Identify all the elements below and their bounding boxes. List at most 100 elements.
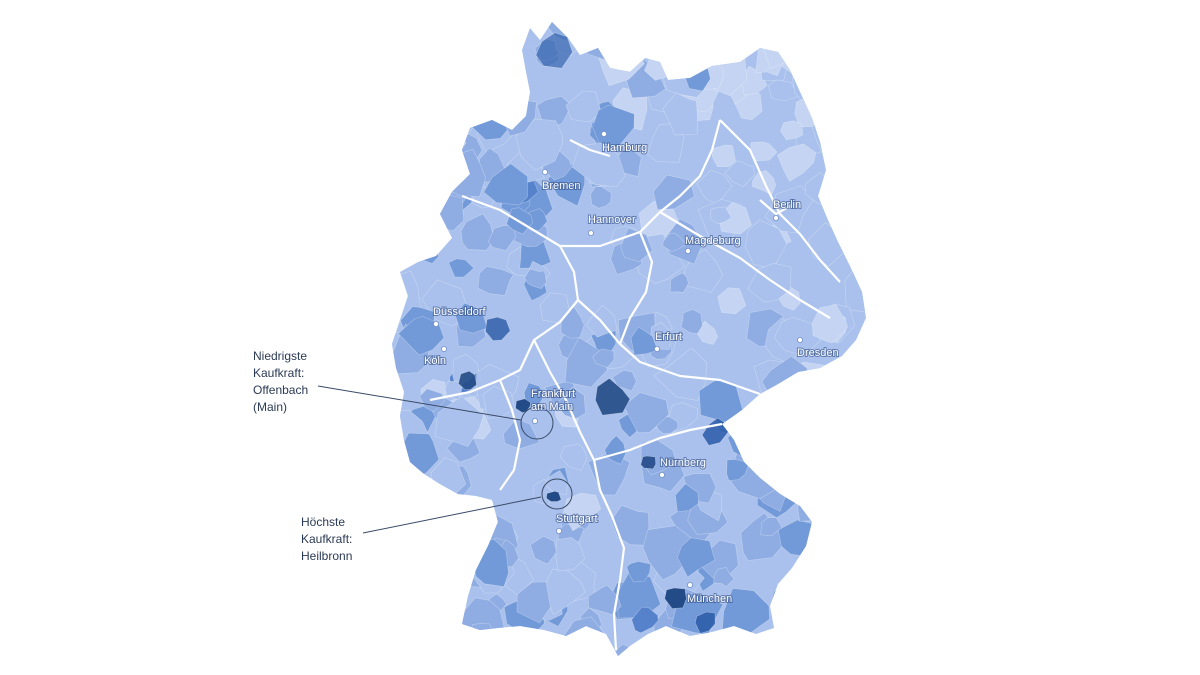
district-region bbox=[426, 134, 450, 157]
city-dot-muenchen bbox=[687, 582, 694, 589]
district-region bbox=[392, 91, 402, 118]
district-region bbox=[555, 386, 586, 420]
annotation-highest-line-3: Heilbronn bbox=[301, 549, 353, 563]
district-region-dark bbox=[664, 587, 687, 609]
district-region bbox=[652, 174, 695, 210]
district-region bbox=[395, 82, 433, 114]
annotation-leader-line-highest bbox=[362, 496, 542, 534]
district-region bbox=[664, 218, 704, 265]
district-region bbox=[410, 144, 448, 184]
city-label-bremen: Bremen bbox=[542, 180, 581, 192]
city-label-hamburg: Hamburg bbox=[602, 142, 647, 154]
district-region bbox=[662, 92, 698, 136]
district-region bbox=[392, 38, 431, 77]
city-erfurt: Erfurt bbox=[654, 330, 683, 352]
city-magdeburg: Magdeburg bbox=[684, 234, 742, 254]
city-frankfurt: Frankfurt am Main bbox=[530, 387, 576, 424]
district-region bbox=[423, 28, 449, 52]
district-region bbox=[833, 160, 866, 198]
district-region bbox=[828, 628, 849, 650]
district-region bbox=[760, 517, 783, 537]
city-berlin: Berlin bbox=[772, 198, 802, 221]
district-region bbox=[392, 207, 407, 235]
district-region bbox=[454, 302, 488, 334]
district-region bbox=[837, 560, 866, 595]
district-region bbox=[392, 163, 421, 206]
city-label-berlin: Berlin bbox=[773, 199, 801, 211]
annotation-highest-purchasing-power: Höchste Kaufkraft: Heilbronn bbox=[301, 514, 352, 565]
district-region bbox=[523, 382, 544, 408]
district-region bbox=[780, 120, 804, 141]
district-region bbox=[424, 591, 462, 633]
district-region bbox=[842, 360, 866, 390]
city-dot-stuttgart bbox=[556, 528, 563, 535]
district-region bbox=[448, 630, 471, 653]
district-region bbox=[675, 483, 699, 513]
annotation-lowest-line-1: Niedrigste bbox=[253, 349, 308, 363]
city-label-stuttgart: Stuttgart bbox=[556, 513, 598, 525]
district-region-dark bbox=[458, 370, 477, 390]
district-region bbox=[392, 79, 427, 125]
district-region bbox=[780, 632, 824, 656]
district-region bbox=[836, 122, 862, 142]
district-region bbox=[759, 424, 785, 456]
district-region bbox=[440, 587, 463, 612]
district-region bbox=[830, 153, 864, 187]
city-duesseldorf: Düsseldorf bbox=[432, 305, 488, 327]
city-nuernberg: Nürnberg bbox=[659, 456, 707, 478]
district-region bbox=[814, 22, 845, 47]
district-region bbox=[661, 24, 700, 58]
city-label-nuernberg: Nürnberg bbox=[660, 457, 706, 469]
district-region bbox=[559, 443, 588, 471]
district-region bbox=[814, 540, 859, 590]
district-region bbox=[695, 44, 714, 66]
city-label-frankfurt: Frankfurt am Main bbox=[531, 388, 575, 413]
district-region bbox=[750, 398, 777, 423]
district-region bbox=[689, 22, 726, 35]
annotation-highest-line-1: Höchste bbox=[301, 515, 346, 529]
district-region bbox=[463, 26, 505, 63]
district-region bbox=[839, 477, 866, 525]
district-region bbox=[630, 326, 659, 356]
district-region bbox=[829, 72, 866, 114]
district-region bbox=[454, 644, 488, 656]
district-region bbox=[434, 395, 484, 447]
district-region bbox=[612, 369, 637, 392]
district-region bbox=[724, 160, 755, 187]
district-region bbox=[823, 70, 862, 106]
state-border bbox=[429, 194, 580, 402]
district-region bbox=[460, 213, 495, 251]
district-region bbox=[631, 606, 659, 634]
district-region bbox=[392, 166, 424, 204]
district-region bbox=[677, 537, 716, 578]
district-region bbox=[458, 74, 481, 97]
district-region bbox=[649, 321, 672, 350]
district-region bbox=[711, 144, 736, 168]
district-region bbox=[565, 90, 602, 123]
district-region bbox=[503, 418, 540, 450]
district-region bbox=[826, 506, 866, 558]
district-region-dark bbox=[535, 32, 573, 69]
district-region bbox=[524, 268, 547, 289]
district-region bbox=[777, 143, 817, 182]
district-region bbox=[680, 308, 703, 335]
district-region bbox=[827, 512, 865, 546]
city-dresden: Dresden bbox=[796, 336, 840, 360]
district-region bbox=[564, 336, 608, 388]
annotation-circle-lowest bbox=[520, 406, 554, 440]
district-region bbox=[746, 645, 772, 656]
state-border bbox=[759, 199, 791, 216]
city-hamburg: Hamburg bbox=[601, 130, 648, 155]
city-label-hannover: Hannover bbox=[588, 214, 636, 226]
district-region bbox=[516, 581, 551, 624]
district-region bbox=[413, 110, 448, 141]
district-region bbox=[669, 272, 689, 293]
annotation-lowest-line-3: Offenbach bbox=[253, 383, 309, 397]
district-region bbox=[434, 583, 466, 614]
annotation-highest-line-2: Kaufkraft: bbox=[301, 532, 353, 546]
city-layer: Hamburg Bremen Hannover Berlin Magdeburg Düss… bbox=[423, 130, 840, 606]
district-region bbox=[529, 535, 558, 565]
district-region bbox=[483, 163, 528, 206]
district-region-dark bbox=[694, 611, 716, 634]
